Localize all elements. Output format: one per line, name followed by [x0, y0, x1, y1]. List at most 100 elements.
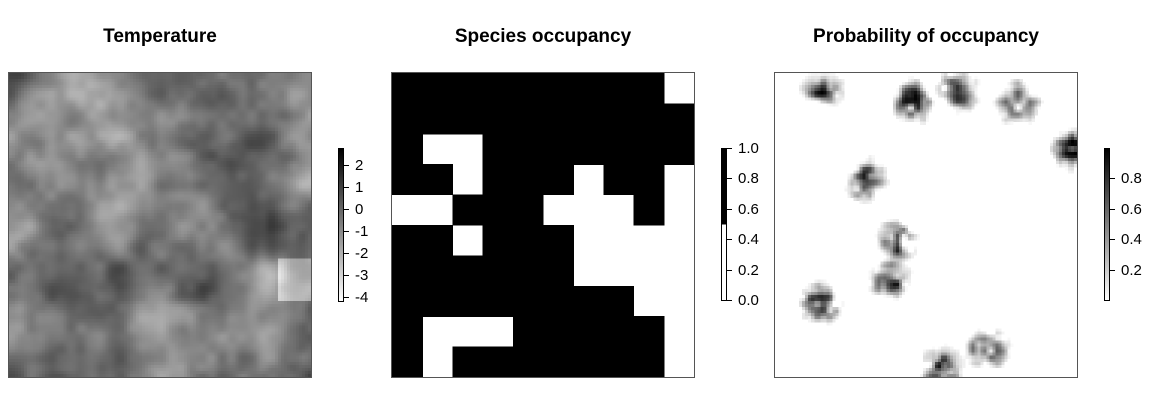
temperature-cell — [21, 152, 25, 156]
temperature-cell — [214, 133, 218, 137]
temperature-cell — [292, 203, 297, 207]
temperature-cell — [132, 161, 136, 165]
temperature-cell — [63, 155, 67, 159]
temperature-cell — [196, 182, 200, 186]
temperature-cell — [298, 88, 303, 92]
temperature-cell — [247, 185, 251, 189]
temperature-cell — [156, 185, 161, 189]
temperature-cell — [193, 97, 197, 101]
temperature-cell — [301, 103, 306, 107]
temperature-cell — [199, 206, 203, 210]
temperature-cell — [274, 158, 278, 162]
temperature-cell — [84, 206, 88, 210]
temperature-cell — [283, 212, 287, 217]
temperature-cell — [24, 82, 28, 86]
temperature-cell — [271, 136, 275, 141]
temperature-cell — [217, 209, 221, 213]
temperature-cell — [244, 203, 248, 207]
temperature-cell — [175, 109, 179, 113]
temperature-cell — [295, 109, 300, 113]
temperature-cell — [301, 212, 306, 217]
temperature-cell — [229, 118, 233, 122]
temperature-cell — [21, 167, 25, 171]
temperature-cell — [262, 212, 266, 217]
temperature-cell — [57, 88, 61, 92]
temperature-cell — [262, 91, 266, 95]
temperature-cell — [15, 215, 19, 220]
temperature-cell — [193, 158, 197, 162]
temperature-cell — [214, 127, 218, 131]
temperature-cell — [123, 212, 127, 217]
temperature-cell — [187, 76, 191, 80]
temperature-cell — [9, 127, 13, 131]
temperature-cell — [175, 176, 179, 180]
temperature-cell — [42, 194, 46, 198]
temperature-cell — [153, 82, 158, 86]
temperature-cell — [262, 145, 266, 150]
temperature-cell — [51, 200, 55, 204]
temperature-cell — [184, 124, 188, 128]
temperature-cell — [66, 109, 70, 113]
temperature-cell — [172, 106, 176, 110]
temperature-cell — [253, 191, 257, 195]
temperature-cell — [298, 197, 303, 201]
temperature-cell — [238, 100, 242, 104]
temperature-cell — [105, 97, 109, 101]
temperature-cell — [93, 145, 97, 150]
temperature-cell — [169, 212, 173, 217]
temperature-cell — [60, 133, 64, 137]
temperature-cell — [235, 91, 239, 95]
temperature-cell — [250, 97, 254, 101]
temperature-cell — [292, 85, 297, 89]
temperature-cell — [90, 155, 94, 159]
temperature-cell — [253, 215, 257, 220]
temperature-cell — [141, 94, 146, 98]
temperature-cell — [292, 109, 297, 113]
temperature-cell — [184, 109, 188, 113]
temperature-cell — [36, 106, 40, 110]
temperature-cell — [141, 136, 146, 141]
temperature-cell — [123, 73, 127, 77]
temperature-cell — [111, 197, 115, 201]
temperature-cell — [244, 139, 248, 144]
temperature-cell — [48, 94, 52, 98]
temperature-cell — [229, 212, 233, 217]
temperature-cell — [147, 88, 152, 92]
temperature-cell — [199, 109, 203, 113]
temperature-cell — [108, 79, 112, 83]
temperature-cell — [153, 112, 158, 116]
temperature-cell — [196, 173, 200, 177]
temperature-cell — [132, 152, 136, 156]
temperature-cell — [268, 118, 272, 122]
temperature-cell — [199, 100, 203, 104]
temperature-cell — [126, 112, 130, 116]
temperature-cell — [18, 100, 22, 104]
temperature-cell — [144, 218, 149, 223]
temperature-cell — [153, 182, 158, 186]
temperature-cell — [289, 91, 294, 95]
temperature-cell — [184, 100, 188, 104]
temperature-cell — [69, 127, 73, 131]
temperature-cell — [138, 130, 143, 134]
temperature-cell — [57, 164, 61, 168]
temperature-cell — [102, 176, 106, 180]
temperature-cell — [63, 88, 67, 92]
temperature-cell — [63, 170, 67, 174]
temperature-cell — [202, 203, 206, 207]
temperature-cell — [117, 136, 121, 141]
temperature-cell — [250, 221, 254, 226]
temperature-cell — [244, 152, 248, 156]
temperature-cell — [147, 106, 152, 110]
temperature-cell — [42, 82, 46, 86]
temperature-cell — [63, 209, 67, 213]
temperature-cell — [69, 209, 73, 213]
temperature-cell — [274, 82, 278, 86]
temperature-cell — [114, 76, 118, 80]
temperature-cell — [93, 109, 97, 113]
temperature-cell — [289, 112, 294, 116]
temperature-cell — [99, 182, 103, 186]
temperature-cell — [229, 97, 233, 101]
temperature-cell — [111, 82, 115, 86]
temperature-cell — [277, 79, 281, 83]
temperature-cell — [223, 182, 227, 186]
